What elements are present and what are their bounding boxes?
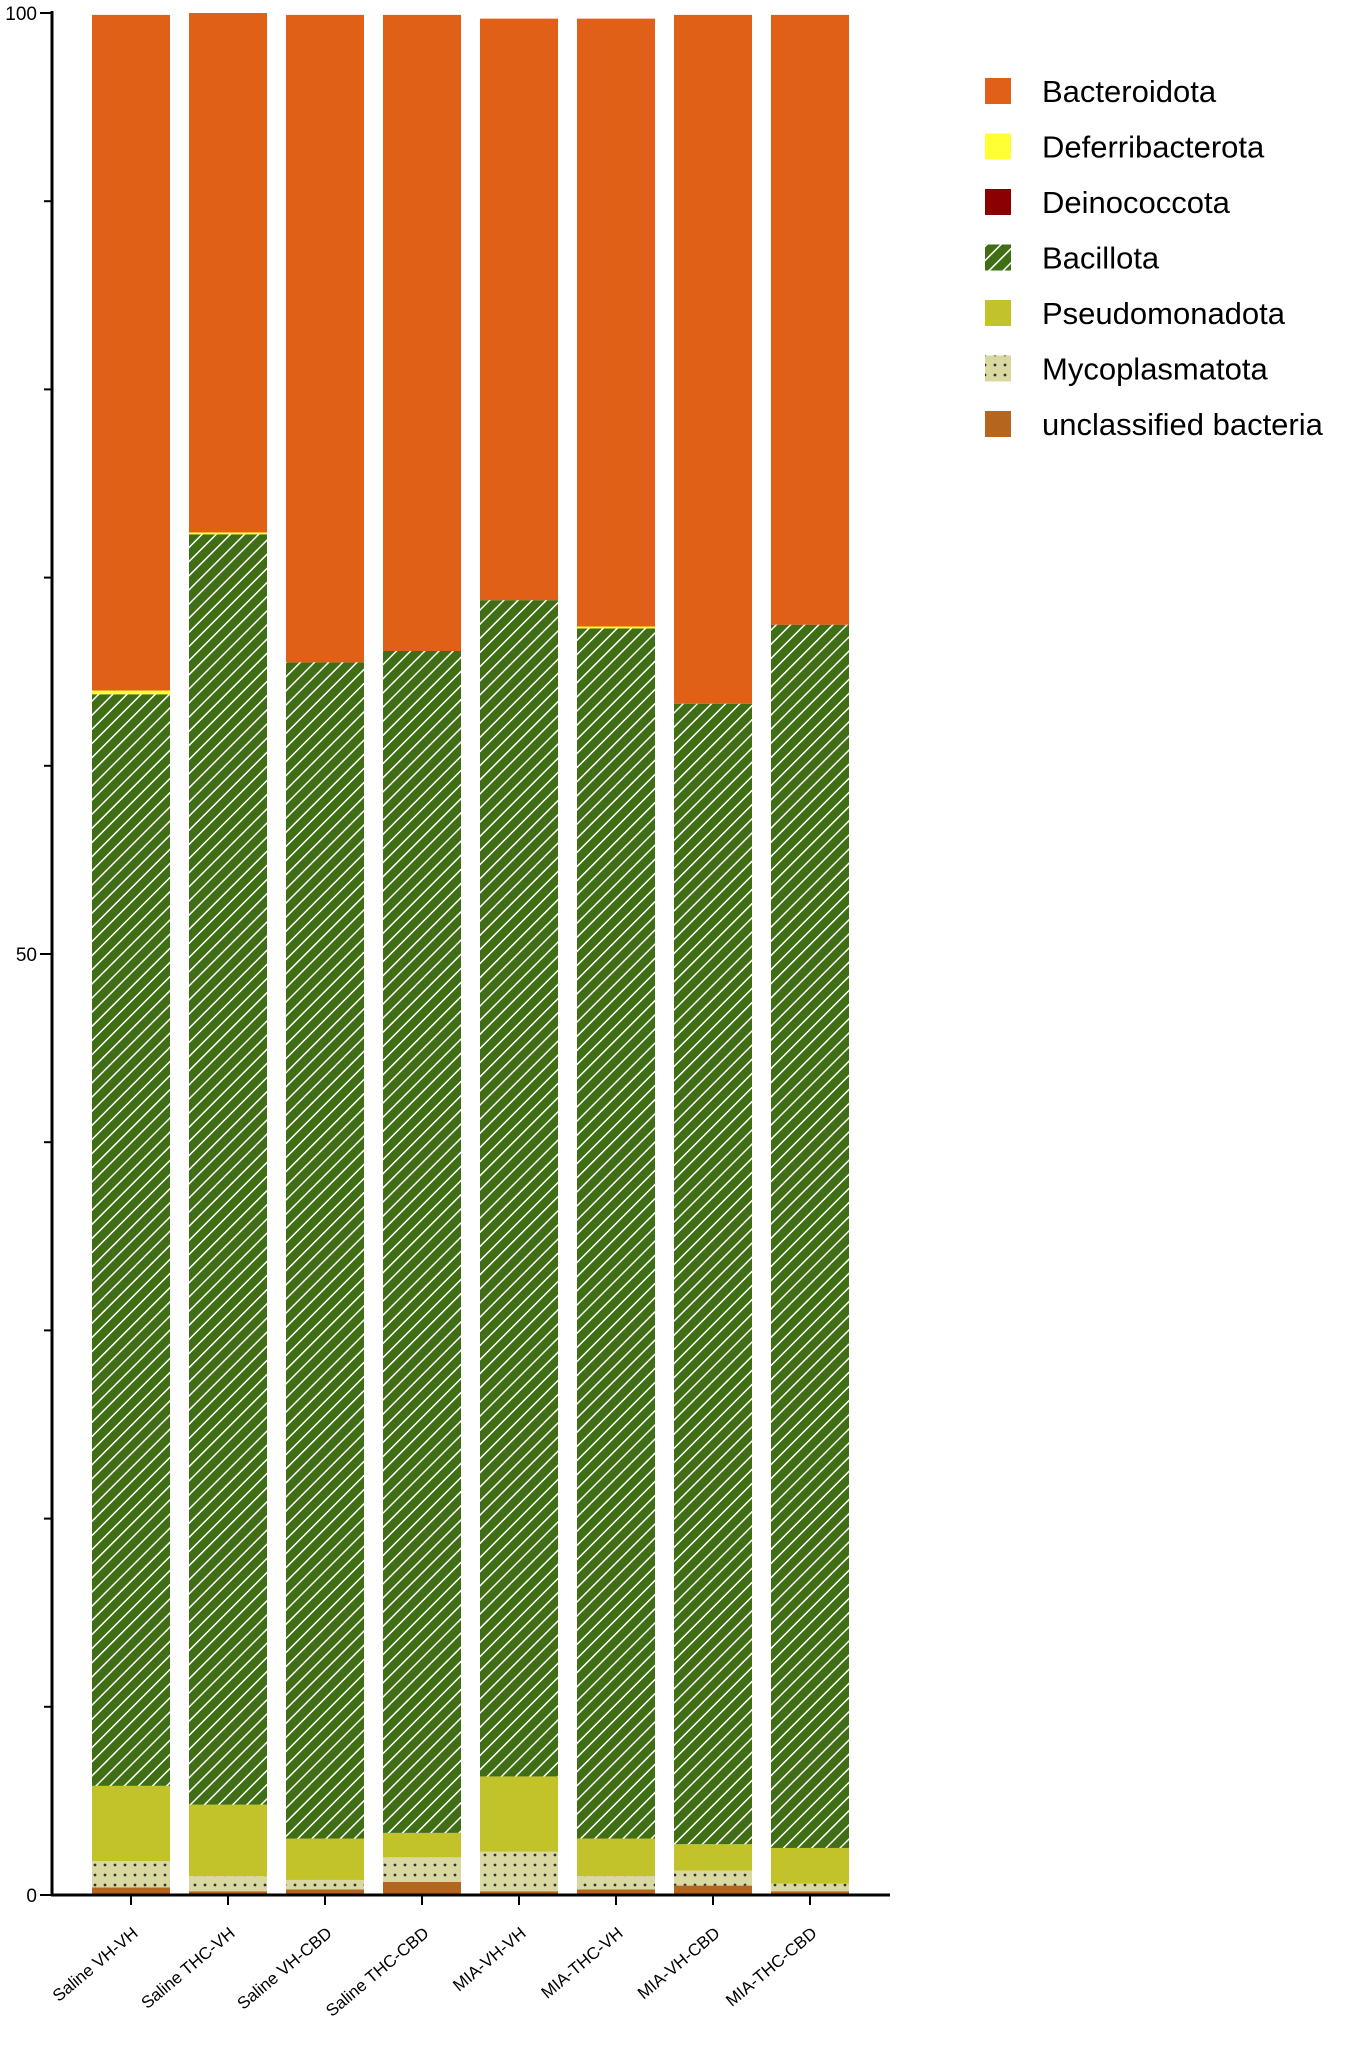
segment-bacillota-mia-vh-cbd — [674, 703, 752, 1845]
segment-mycoplasmatota-mia-vh-vh — [480, 1851, 558, 1892]
segment-bacillota-mia-thc-cbd — [771, 624, 849, 1848]
legend-label: Mycoplasmatota — [1042, 352, 1268, 387]
segment-unclassified-bacteria-saline-vh-vh — [92, 1887, 170, 1895]
segment-bacillota-mia-vh-vh — [480, 600, 558, 1777]
segment-unclassified-bacteria-saline-thc-vh — [189, 1891, 267, 1895]
segment-bacillota-saline-thc-vh — [189, 534, 267, 1805]
legend-swatch — [985, 133, 1011, 160]
bar-mia-vh-cbd — [674, 14, 752, 1895]
legend-item-mycoplasmatota: Mycoplasmatota — [985, 352, 1268, 387]
legend-swatch — [985, 355, 1011, 382]
segment-pseudomonadota-mia-vh-vh — [480, 1776, 558, 1852]
segment-bacteroidota-mia-vh-vh — [480, 18, 558, 601]
segment-bacillota-saline-thc-cbd — [383, 650, 461, 1833]
segment-pseudomonadota-saline-thc-cbd — [383, 1832, 461, 1858]
segment-unclassified-bacteria-saline-vh-cbd — [286, 1889, 364, 1895]
segment-pseudomonadota-saline-vh-vh — [92, 1785, 170, 1862]
segment-pseudomonadota-saline-thc-vh — [189, 1804, 267, 1877]
legend-label: Pseudomonadota — [1042, 296, 1286, 331]
segment-pseudomonadota-mia-vh-cbd — [674, 1844, 752, 1871]
segment-bacteroidota-saline-thc-cbd — [383, 14, 461, 651]
segment-bacillota-saline-vh-vh — [92, 694, 170, 1786]
bar-saline-vh-vh — [92, 14, 170, 1895]
bars-layer — [92, 13, 849, 1895]
y-tick-label: 0 — [26, 1886, 37, 1907]
segment-pseudomonadota-mia-thc-vh — [577, 1838, 655, 1877]
segment-pseudomonadota-mia-thc-cbd — [771, 1847, 849, 1884]
segment-bacteroidota-saline-vh-cbd — [286, 14, 364, 663]
legend-label: Bacillota — [1042, 241, 1160, 276]
legend-item-deferribacterota: Deferribacterota — [985, 130, 1265, 165]
segment-bacillota-saline-vh-cbd — [286, 662, 364, 1839]
segment-unclassified-bacteria-mia-vh-cbd — [674, 1885, 752, 1895]
bar-mia-thc-cbd — [771, 14, 849, 1895]
segment-mycoplasmatota-saline-thc-cbd — [383, 1857, 461, 1882]
segment-bacteroidota-saline-thc-vh — [189, 13, 267, 533]
segment-unclassified-bacteria-mia-thc-vh — [577, 1889, 655, 1895]
bar-saline-thc-cbd — [383, 14, 461, 1895]
legend: Bacteroidota Deferribacterota Deinococcota… — [985, 74, 1324, 442]
bar-saline-vh-cbd — [286, 14, 364, 1895]
legend-swatch — [985, 300, 1011, 326]
x-tick-label: Saline THC-VH — [138, 1924, 239, 2013]
y-tick-label: 100 — [5, 4, 37, 25]
segment-pseudomonadota-saline-vh-cbd — [286, 1838, 364, 1880]
segment-mycoplasmatota-mia-thc-vh — [577, 1876, 655, 1890]
x-tick-label: Saline THC-CBD — [322, 1924, 432, 2021]
segment-mycoplasmatota-saline-vh-cbd — [286, 1879, 364, 1890]
legend-item-bacteroidota: Bacteroidota — [985, 74, 1217, 109]
x-tick-label: MIA-VH-CBD — [634, 1924, 724, 2004]
x-tick-label: MIA-THC-CBD — [722, 1924, 820, 2011]
x-tick-label: Saline VH-CBD — [234, 1924, 336, 2014]
legend-label: unclassified bacteria — [1042, 407, 1324, 442]
x-tick-label: MIA-VH-VH — [449, 1924, 529, 1996]
segment-mycoplasmatota-saline-thc-vh — [189, 1876, 267, 1892]
legend-item-unclassified-bacteria: unclassified bacteria — [985, 407, 1324, 442]
segment-deferribacterota-mia-thc-vh — [577, 626, 655, 629]
legend-item-bacillota: Bacillota — [985, 241, 1160, 276]
legend-label: Deferribacterota — [1042, 130, 1265, 165]
legend-swatch — [985, 78, 1011, 104]
bar-saline-thc-vh — [189, 13, 267, 1895]
segment-unclassified-bacteria-mia-thc-cbd — [771, 1891, 849, 1895]
legend-swatch — [985, 189, 1011, 215]
segment-mycoplasmatota-mia-thc-cbd — [771, 1883, 849, 1892]
segment-mycoplasmatota-mia-vh-cbd — [674, 1870, 752, 1886]
bar-mia-thc-vh — [577, 18, 655, 1895]
legend-item-deinococcota: Deinococcota — [985, 185, 1231, 220]
y-tick-label: 50 — [16, 945, 37, 966]
legend-swatch — [985, 244, 1011, 271]
segment-mycoplasmatota-saline-vh-vh — [92, 1861, 170, 1888]
segment-bacteroidota-mia-thc-vh — [577, 18, 655, 627]
legend-label: Deinococcota — [1042, 185, 1231, 220]
legend-item-pseudomonadota: Pseudomonadota — [985, 296, 1286, 331]
bar-mia-vh-vh — [480, 18, 558, 1895]
legend-label: Bacteroidota — [1042, 74, 1217, 109]
segment-bacteroidota-mia-thc-cbd — [771, 14, 849, 625]
segment-bacillota-mia-thc-vh — [577, 628, 655, 1839]
segment-bacteroidota-saline-vh-vh — [92, 14, 170, 691]
segment-unclassified-bacteria-saline-thc-cbd — [383, 1881, 461, 1895]
segment-deferribacterota-saline-thc-vh — [189, 532, 267, 535]
x-tick-label: MIA-THC-VH — [538, 1924, 627, 2003]
segment-bacteroidota-mia-vh-cbd — [674, 14, 752, 704]
segment-deferribacterota-saline-vh-vh — [92, 690, 170, 695]
legend-swatch — [985, 411, 1011, 437]
x-tick-label: Saline VH-VH — [49, 1924, 142, 2006]
segment-unclassified-bacteria-mia-vh-vh — [480, 1891, 558, 1895]
